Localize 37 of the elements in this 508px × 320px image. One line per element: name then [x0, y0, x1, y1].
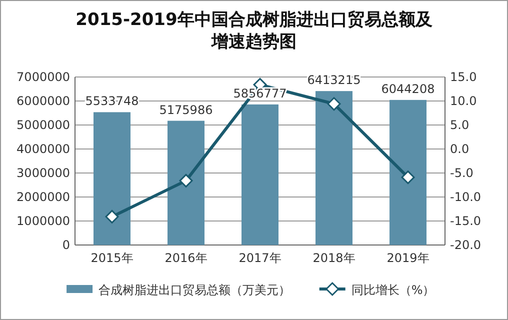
- bar: [168, 120, 204, 245]
- data-label: 6413215: [307, 73, 361, 88]
- y2-tick-label: -15.0: [450, 214, 482, 228]
- x-tick-label: 2017年: [238, 251, 282, 265]
- bar: [94, 112, 130, 245]
- bar: [242, 104, 278, 245]
- y-tick-label: 3000000: [16, 166, 70, 180]
- y2-tick-label: 10.0: [450, 94, 477, 108]
- data-label: 6044208: [381, 82, 435, 96]
- legend-label: 同比增长（%）: [351, 283, 435, 297]
- data-label: 5533748: [85, 94, 139, 108]
- chart-title: 2015-2019年中国合成树脂进出口贸易总额及增速趋势图: [76, 10, 434, 52]
- bar: [316, 91, 352, 245]
- y-tick-label: 5000000: [16, 118, 70, 132]
- y2-tick-label: 15.0: [450, 70, 477, 84]
- point: [327, 97, 341, 111]
- bar: [390, 100, 426, 245]
- y-tick-label: 7000000: [16, 70, 70, 84]
- point: [401, 170, 415, 184]
- y-tick-label: 2000000: [16, 190, 70, 204]
- x-tick-label: 2019年: [386, 251, 430, 265]
- point: [105, 210, 119, 224]
- y2-tick-label: -10.0: [450, 190, 482, 204]
- y2-tick-label: -5.0: [450, 166, 474, 180]
- y2-tick-label: -20.0: [450, 238, 482, 252]
- point: [179, 174, 193, 188]
- y2-tick-label: 5.0: [450, 118, 470, 132]
- y-tick-label: 0: [62, 238, 70, 252]
- y-tick-label: 1000000: [16, 214, 70, 228]
- y-tick-label: 6000000: [16, 94, 70, 108]
- x-tick-label: 2018年: [312, 251, 356, 265]
- y-tick-label: 4000000: [16, 142, 70, 156]
- y2-tick-label: 0.0: [450, 142, 470, 156]
- data-label: 5175986: [159, 102, 213, 117]
- x-tick-label: 2016年: [164, 251, 208, 265]
- legend-label: 合成树脂进出口贸易总额（万美元）: [98, 283, 291, 297]
- x-tick-label: 2015年: [90, 251, 134, 265]
